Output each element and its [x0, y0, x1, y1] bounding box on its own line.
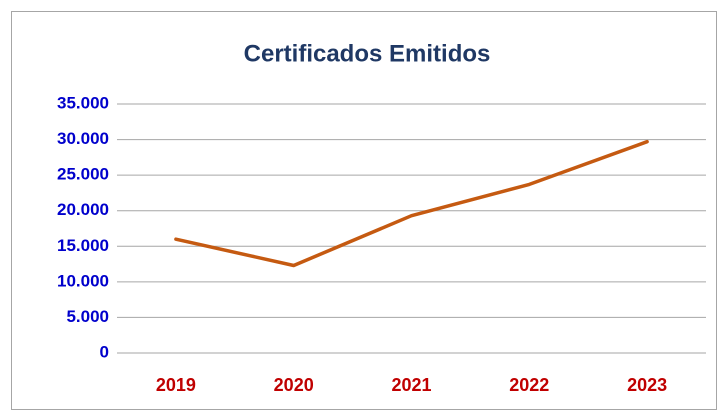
y-tick-label: 20.000 — [57, 200, 109, 219]
y-tick-label: 25.000 — [57, 165, 109, 184]
y-tick-label: 30.000 — [57, 129, 109, 148]
y-tick-label: 15.000 — [57, 236, 109, 255]
line-series — [174, 139, 649, 268]
x-tick-label: 2021 — [391, 375, 431, 395]
x-tick-label: 2020 — [274, 375, 314, 395]
y-tick-label: 10.000 — [57, 271, 109, 290]
y-tick-label: 0 — [100, 342, 109, 361]
x-tick-label: 2022 — [509, 375, 549, 395]
y-tick-label: 5.000 — [66, 307, 109, 326]
x-tick-label: 2019 — [156, 375, 196, 395]
x-tick-label: 2023 — [627, 375, 667, 395]
y-tick-label: 35.000 — [57, 93, 109, 112]
chart-title: Certificados Emitidos — [244, 40, 491, 67]
